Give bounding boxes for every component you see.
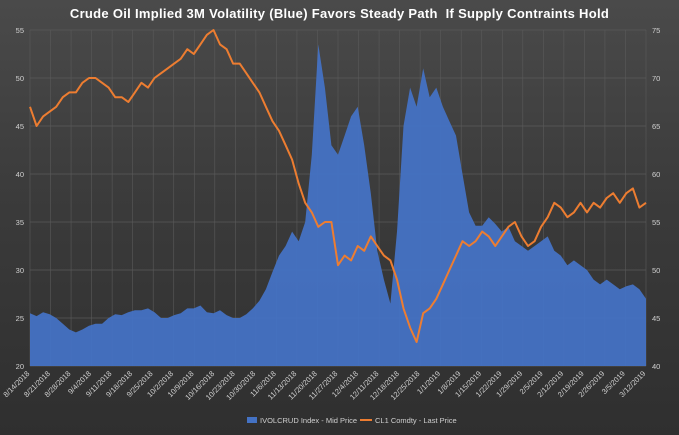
legend-label-cl1: CL1 Comdty - Last Price (375, 416, 457, 425)
left-tick-label: 30 (16, 266, 24, 275)
right-tick-label: 50 (652, 266, 660, 275)
left-tick-label: 45 (16, 122, 24, 131)
legend-layer: IVOLCRUD Index - Mid Price CL1 Comdty - L… (247, 416, 457, 425)
line-layer (29, 29, 647, 343)
left-tick-label: 50 (16, 74, 24, 83)
legend-label-ivolcrud: IVOLCRUD Index - Mid Price (260, 416, 357, 425)
right-tick-label: 65 (652, 122, 660, 131)
area-layer (30, 44, 646, 367)
right-tick-label: 40 (652, 362, 660, 371)
series-area-ivolcrud (30, 44, 646, 367)
legend-swatch-area (247, 417, 257, 423)
right-tick-label: 60 (652, 170, 660, 179)
right-tick-label: 75 (652, 26, 660, 35)
right-tick-label: 45 (652, 314, 660, 323)
left-tick-label: 25 (16, 314, 24, 323)
left-tick-label: 40 (16, 170, 24, 179)
left-tick-label: 35 (16, 218, 24, 227)
chart-title: Crude Oil Implied 3M Volatility (Blue) F… (69, 6, 610, 21)
right-tick-label: 55 (652, 218, 660, 227)
series-line-cl1 (29, 29, 647, 343)
left-tick-label: 55 (16, 26, 24, 35)
left-tick-label: 20 (16, 362, 24, 371)
right-tick-label: 70 (652, 74, 660, 83)
